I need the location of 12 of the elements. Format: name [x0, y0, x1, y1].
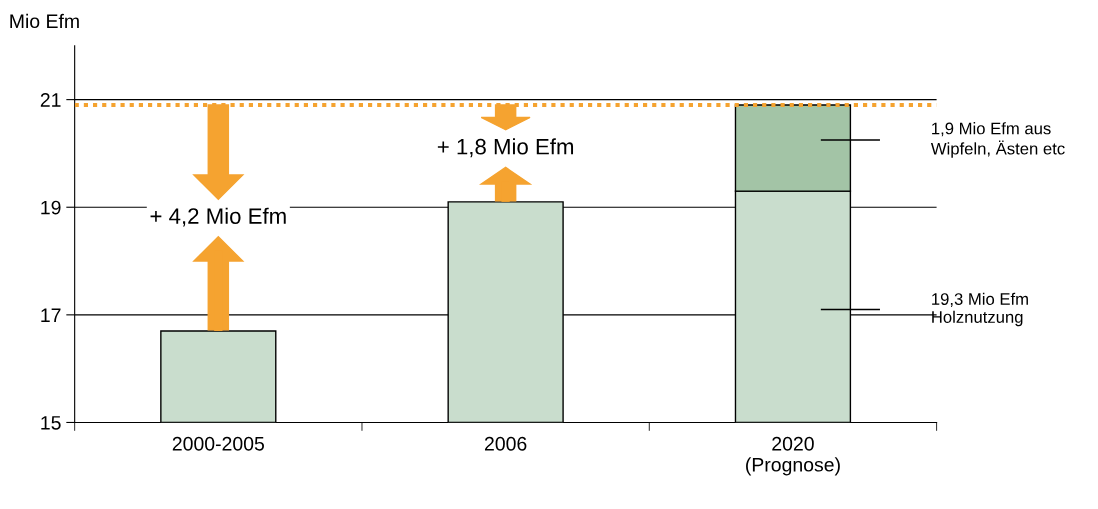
annotation: 1,9 Mio Efm aus Wipfeln, Ästen etc	[930, 122, 1065, 158]
x-tick-label: 2020 (Prognose)	[746, 436, 840, 476]
y-tick-label: 19	[41, 200, 61, 215]
annotation: + 4,2 Mio Efm	[150, 207, 286, 227]
x-tick-label: 2006	[484, 436, 527, 451]
annotation: 19,3 Mio Efm Holznutzung	[932, 292, 1028, 327]
y-tick-label: 17	[41, 308, 61, 322]
y-axis-title: Mio Efm	[10, 13, 79, 29]
y-tick-label: 15	[41, 416, 61, 430]
x-tick-label: 2000-2005	[172, 436, 264, 451]
annotation: + 1,8 Mio Efm	[437, 138, 574, 158]
y-tick-label: 21	[40, 93, 61, 107]
